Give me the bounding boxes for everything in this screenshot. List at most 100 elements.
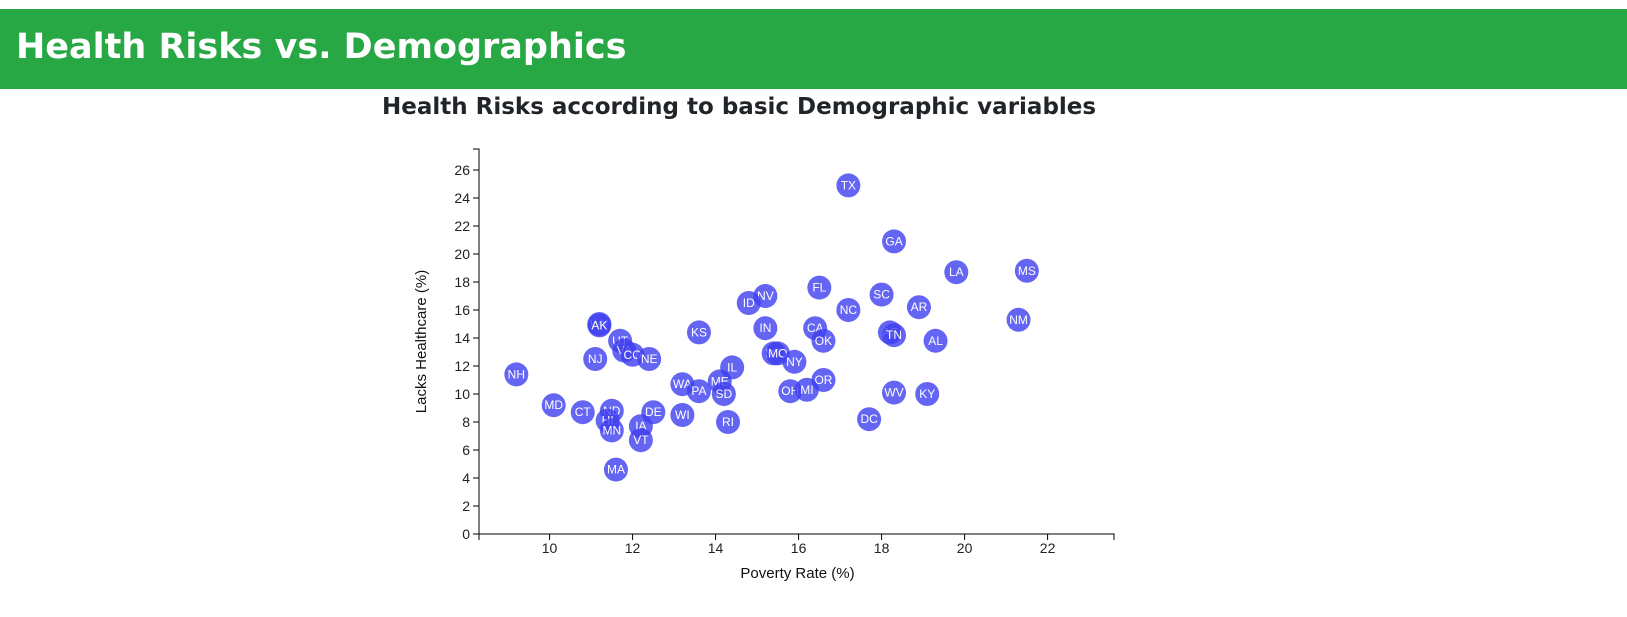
data-point[interactable]: MS (1014, 258, 1039, 283)
data-point-label: WV (884, 386, 903, 400)
data-point[interactable]: SD (711, 382, 736, 406)
data-point[interactable]: WV (882, 380, 907, 405)
data-point[interactable]: AR (906, 295, 931, 320)
data-point-marker[interactable] (1014, 258, 1039, 283)
data-point-marker[interactable] (628, 428, 653, 453)
data-point-marker[interactable] (753, 316, 778, 341)
y-axis-label: Lacks Healthcare (%) (413, 270, 430, 413)
y-axis-line (473, 148, 480, 535)
data-point[interactable]: MN (599, 418, 624, 443)
y-tick-label: 10 (454, 386, 470, 402)
y-tick-label: 12 (454, 358, 470, 374)
data-point-marker[interactable] (504, 362, 529, 387)
data-point[interactable]: SC (869, 282, 894, 307)
y-tick-label: 0 (462, 526, 470, 542)
y-tick-label: 24 (454, 190, 470, 206)
chart-title: Health Risks according to basic Demograp… (382, 94, 1097, 120)
data-point-marker[interactable] (857, 407, 882, 432)
data-point-label: GA (885, 234, 902, 248)
page-title: Health Risks vs. Demographics (16, 27, 627, 67)
data-point[interactable]: FL (807, 275, 832, 300)
data-point[interactable]: VT (628, 428, 653, 453)
data-point[interactable]: NE (637, 347, 662, 371)
data-point-marker[interactable] (906, 295, 931, 320)
data-point[interactable]: NJ (583, 347, 608, 371)
data-point[interactable]: PA (686, 379, 711, 404)
data-point-marker[interactable] (811, 328, 836, 353)
data-point-marker[interactable] (882, 380, 907, 405)
data-point-marker[interactable] (711, 382, 736, 406)
data-point[interactable]: DC (857, 407, 882, 432)
data-point[interactable]: NH (504, 362, 529, 387)
data-point-label: TN (886, 328, 902, 342)
data-point-marker[interactable] (836, 173, 861, 198)
data-point[interactable]: KY (915, 382, 940, 406)
data-point-label: AL (928, 334, 943, 348)
data-point-label: NY (786, 355, 803, 369)
data-point-marker[interactable] (686, 320, 711, 345)
data-point-label: IN (759, 321, 771, 335)
data-point[interactable]: ID (736, 291, 761, 315)
data-point-marker[interactable] (541, 393, 566, 418)
data-point-label: IL (727, 360, 737, 374)
data-point-marker[interactable] (882, 229, 907, 254)
data-point-marker[interactable] (794, 377, 819, 402)
y-tick-label: 20 (454, 246, 470, 262)
data-point-label: MO (768, 346, 787, 360)
data-point[interactable]: LA (944, 260, 969, 285)
data-point-label: KS (691, 325, 707, 339)
data-point[interactable]: MD (541, 393, 566, 418)
data-point[interactable]: MI (794, 377, 819, 402)
x-tick-label: 10 (542, 540, 558, 556)
data-point-marker[interactable] (915, 382, 940, 406)
data-point-label: DE (645, 405, 662, 419)
data-point-marker[interactable] (807, 275, 832, 300)
data-point-marker[interactable] (583, 347, 608, 371)
data-point[interactable]: NM (1006, 307, 1031, 332)
data-points: TXGALAMSFLNVSCIDNCARNMWYAKKSINCAAZTNOKAL… (504, 173, 1039, 482)
x-axis-line (478, 533, 1115, 540)
data-point[interactable]: MA (603, 457, 628, 482)
data-point-label: OH (781, 384, 799, 398)
data-point-marker[interactable] (1006, 307, 1031, 332)
data-point-label: FL (812, 281, 826, 295)
data-point[interactable]: CT (570, 400, 595, 425)
data-point-marker[interactable] (782, 349, 807, 374)
y-tick-label: 26 (454, 162, 470, 178)
data-point-label: NV (757, 289, 774, 303)
data-point-marker[interactable] (869, 282, 894, 307)
data-point[interactable]: KS (686, 320, 711, 345)
data-point[interactable]: RI (716, 410, 741, 434)
data-point-label: SC (873, 288, 890, 302)
x-axis-label: Poverty Rate (%) (740, 565, 854, 582)
data-point-marker[interactable] (599, 418, 624, 443)
data-point-marker[interactable] (637, 347, 662, 371)
data-point[interactable]: TN (882, 323, 907, 348)
data-point-marker[interactable] (836, 298, 861, 322)
data-point[interactable]: NC (836, 298, 861, 322)
data-point-marker[interactable] (570, 400, 595, 425)
data-point-marker[interactable] (686, 379, 711, 404)
data-point-label: MD (544, 398, 563, 412)
data-point-marker[interactable] (603, 457, 628, 482)
data-point-marker[interactable] (882, 323, 907, 348)
data-point-marker[interactable] (944, 260, 969, 285)
data-point[interactable]: AK (587, 313, 612, 338)
data-point-marker[interactable] (716, 410, 741, 434)
data-point-marker[interactable] (670, 403, 695, 427)
data-point[interactable]: GA (882, 229, 907, 254)
data-point-label: WI (675, 408, 690, 422)
data-point[interactable]: WI (670, 403, 695, 427)
data-point-marker[interactable] (587, 313, 612, 338)
data-point[interactable]: AL (923, 328, 948, 353)
data-point-label: MS (1018, 264, 1036, 278)
data-point[interactable]: NY (782, 349, 807, 374)
x-axis: 10 12 14 16 18 20 22 (478, 533, 1115, 556)
data-point-label: OK (815, 334, 832, 348)
data-point-marker[interactable] (923, 328, 948, 353)
data-point-marker[interactable] (736, 291, 761, 315)
data-point[interactable]: OK (811, 328, 836, 353)
data-point[interactable]: TX (836, 173, 861, 198)
data-point[interactable]: IN (753, 316, 778, 341)
